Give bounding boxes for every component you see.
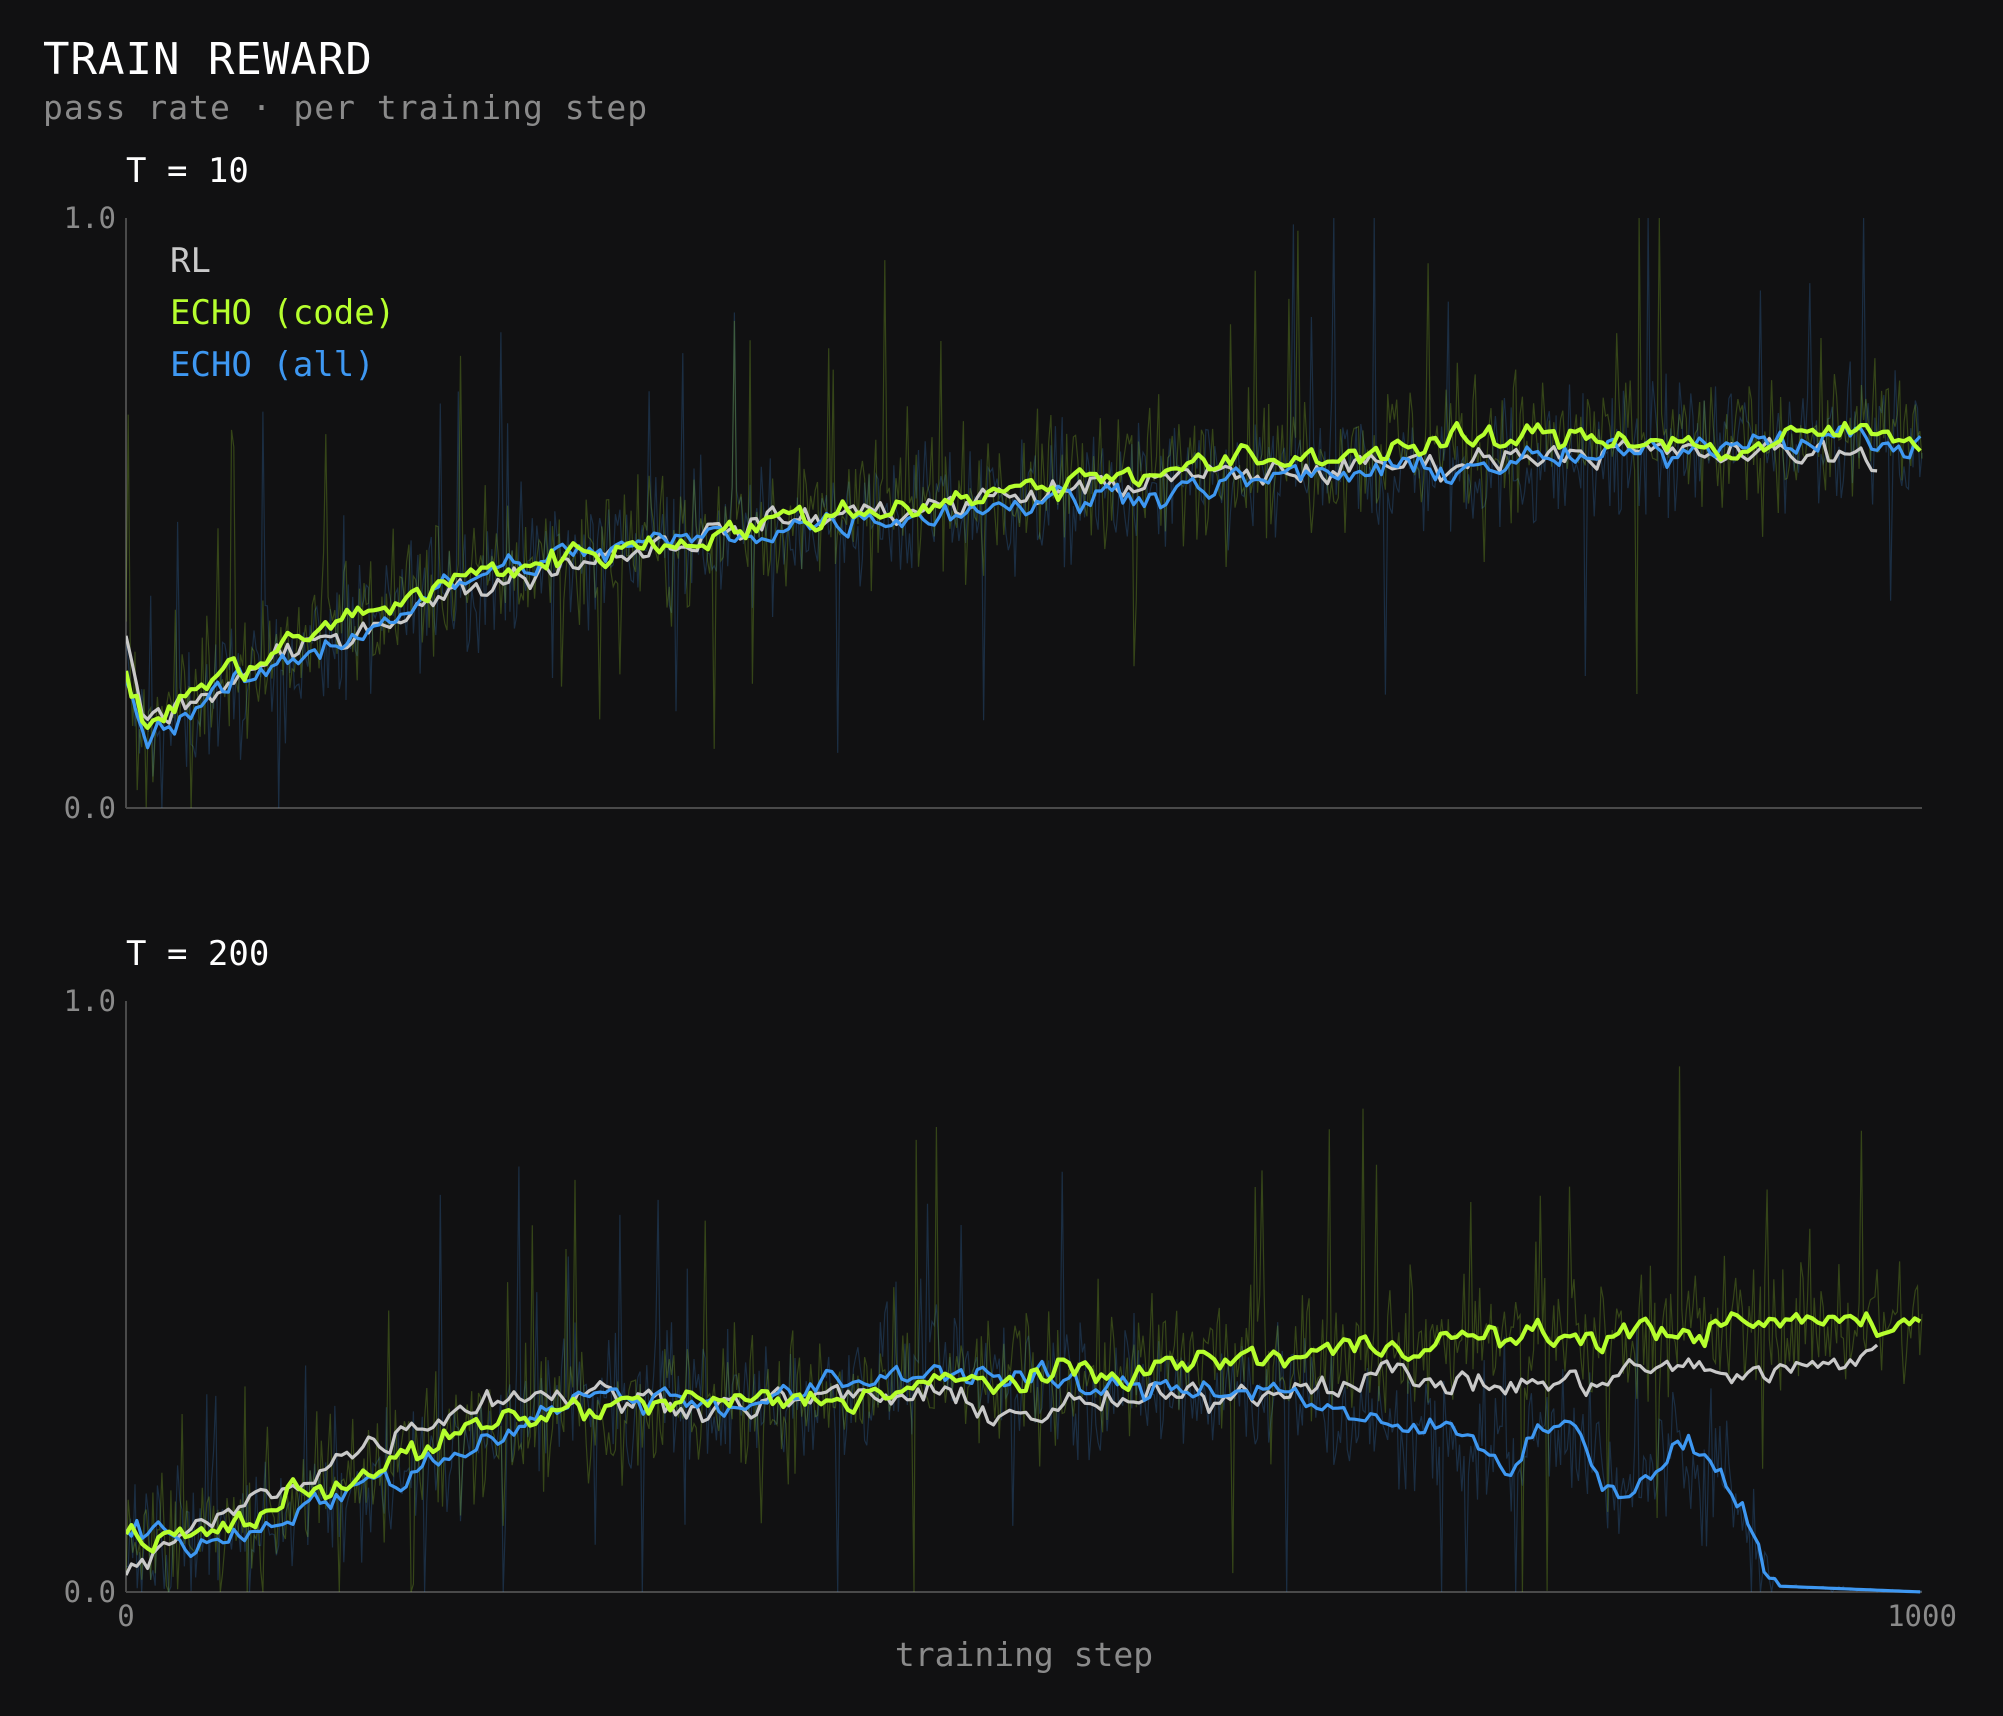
series-line-rl — [126, 1343, 1879, 1576]
y-tick-label: 0.0 — [64, 791, 116, 825]
series-line-echo-code — [126, 420, 1922, 731]
series-line-echo-code — [126, 1311, 1922, 1554]
x-axis-label: training step — [895, 1635, 1153, 1674]
chart-subtitle: pass rate · per training step — [43, 88, 649, 127]
y-tick-label: 1.0 — [64, 201, 116, 235]
panel-t200: T = 200 1.0 0.00 1000 training step — [64, 934, 1957, 1674]
panel-title: T = 10 — [126, 151, 249, 191]
raw-trace-echo-code — [126, 1066, 1923, 1593]
legend-entry: ECHO (code) — [170, 293, 395, 333]
panel-t10: T = 10 1.0 0.0 RL ECHO (code) ECHO (all) — [64, 151, 1923, 825]
legend-entry: ECHO (all) — [170, 345, 375, 385]
plot-area — [126, 1066, 1923, 1594]
y-tick-label: 1.0 — [64, 984, 116, 1018]
x-tick-label: 0 — [117, 1599, 134, 1633]
x-tick-label: 1000 — [1887, 1599, 1957, 1633]
series-line-echo-all — [126, 1359, 1921, 1594]
panel-title: T = 200 — [126, 934, 269, 974]
plot-area — [126, 217, 1923, 809]
chart-title: TRAIN REWARD — [43, 34, 373, 85]
legend-entry: RL — [170, 241, 211, 281]
raw-trace-echo-all — [126, 1166, 1923, 1594]
y-tick-label: 0.0 — [64, 1575, 116, 1609]
